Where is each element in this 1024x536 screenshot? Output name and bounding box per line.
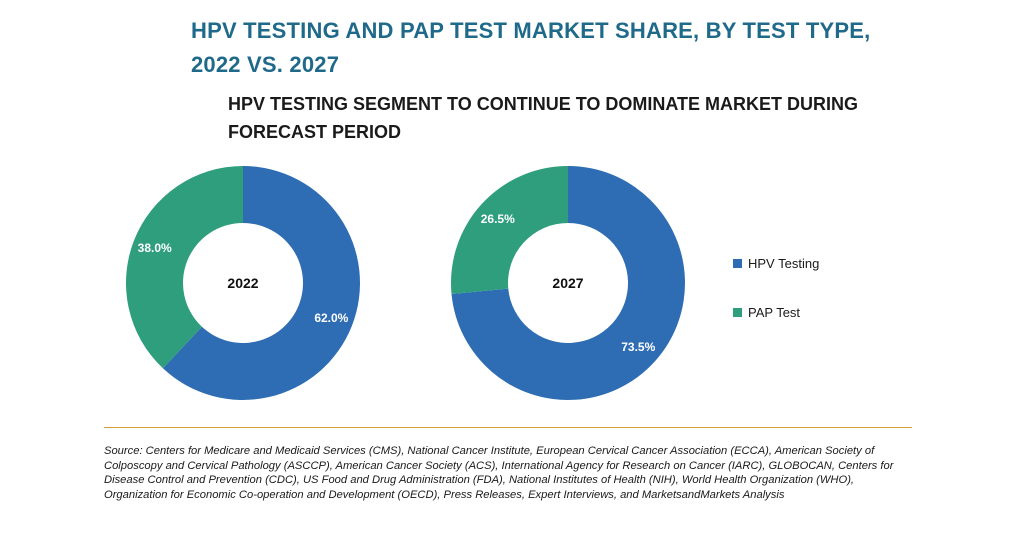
chart-subtitle: HPV TESTING SEGMENT TO CONTINUE TO DOMIN… [228,94,859,142]
legend-label: HPV Testing [748,256,819,271]
source-note: Source: Centers for Medicare and Medicai… [104,445,894,501]
center-year-label: 2022 [227,275,258,291]
donut-slice [451,166,685,400]
chart-title: HPV TESTING AND PAP TEST MARKET SHARE, B… [191,18,871,77]
slice-value-label: 26.5% [481,212,515,226]
legend-swatch [733,308,742,317]
legend-label: PAP Test [748,305,800,320]
slice-value-label: 38.0% [138,241,172,255]
donut-slice [125,166,243,369]
donut-slice [162,166,360,400]
donut-slice [451,166,568,295]
legend-swatch [733,259,742,268]
slice-value-label: 62.0% [314,311,348,325]
divider-line [104,427,912,428]
slice-value-label: 73.5% [621,340,655,354]
center-year-label: 2027 [552,275,583,291]
